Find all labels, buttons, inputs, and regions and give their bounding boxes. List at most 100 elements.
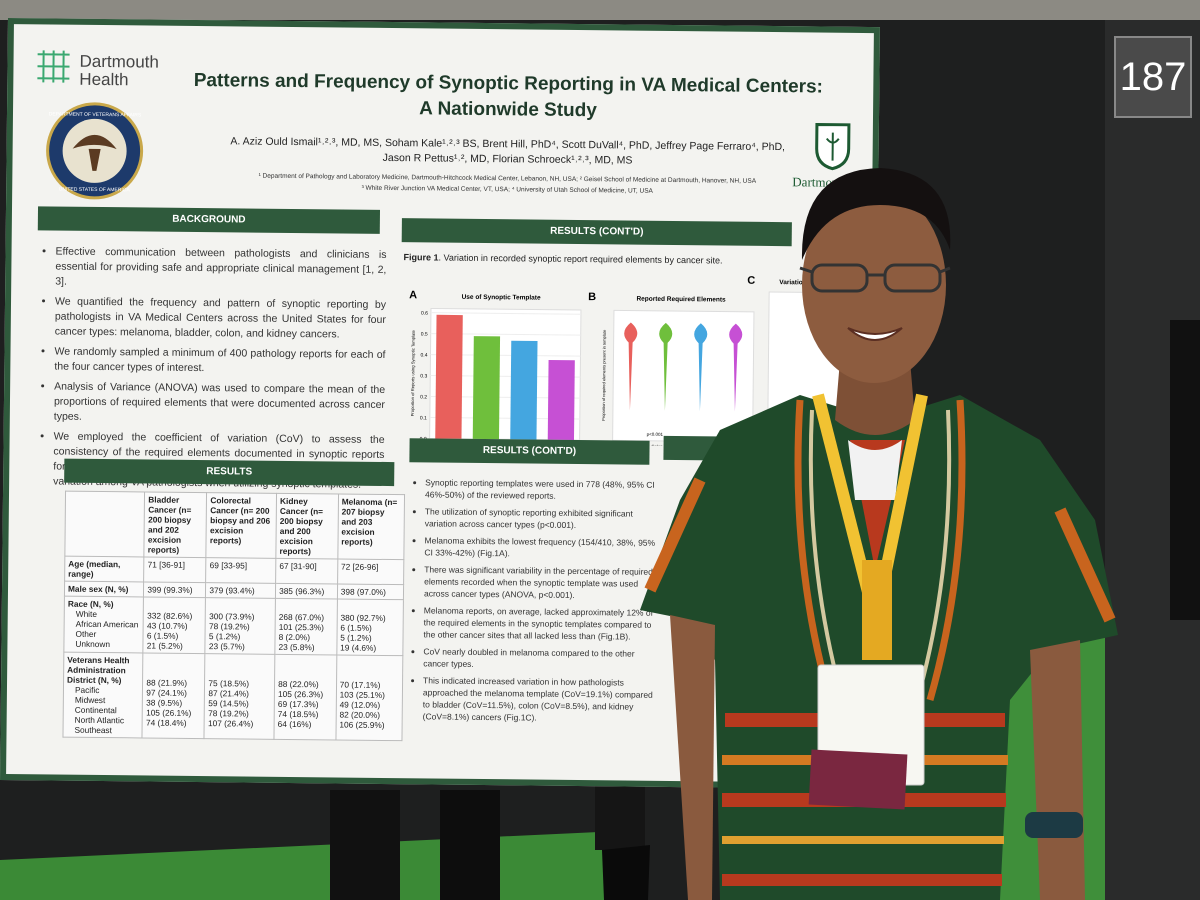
- section-heading: [663, 435, 784, 462]
- cell-spacer: [209, 656, 272, 679]
- visitor-leg: [330, 790, 400, 900]
- demographics-table: Bladder Cancer (n= 200 biopsy and 202 ex…: [62, 491, 405, 742]
- cell-line: 74 (18.5%): [277, 708, 319, 720]
- logo: Dartmouth Health: [33, 46, 194, 98]
- visitor-leg: [440, 790, 500, 900]
- cell-line: 300 (73.9%): [209, 611, 255, 622]
- cell-line: 67 [31-90]: [279, 560, 317, 572]
- bullet: Analysis of Variance (ANOVA) was used to…: [54, 380, 385, 428]
- bar: [472, 336, 501, 440]
- bullet-list: Synoptic reporting templates were used i…: [409, 476, 662, 725]
- y-tick-label: 0.3: [420, 373, 427, 379]
- panel-note: p<0.001: [647, 432, 664, 437]
- table-cell: Age (median, range): [64, 556, 145, 582]
- cell-line: 105 (26.1%): [146, 707, 192, 718]
- cell-line: 23 (5.8%): [278, 641, 315, 653]
- cell-line: 97 (24.1%): [146, 687, 187, 698]
- y-tick-label: 0.1: [420, 415, 427, 421]
- cell-line: Unknown: [75, 638, 111, 650]
- table-header: Melanoma (n= 207 biopsy and 203 excision…: [337, 493, 405, 560]
- cell-spacer: [340, 658, 399, 681]
- dartmouth-shield: [815, 122, 851, 171]
- table-cell: 88 (21.9%) 97 (24.1%) 38 (9.5%) 105 (26.1%)…: [142, 652, 206, 739]
- y-tick-label: 0.2: [420, 394, 427, 400]
- y-tick-label: 0.6: [421, 311, 428, 317]
- cell-line: 49 (12.0%): [339, 699, 381, 710]
- table-cell: 67 [31-90]: [275, 558, 338, 584]
- table-cell: 75 (18.5%) 87 (21.4%) 59 (14.5%) 78 (19.2%)…: [204, 653, 275, 740]
- table-cell: 70 (17.1%) 103 (25.1%) 49 (12.0%) 82 (20.0%…: [335, 654, 403, 741]
- table-row: Age (median, range) 71 [36-91] 69 [33-95] 6…: [64, 556, 404, 585]
- cell-line: 78 (19.2%): [209, 621, 250, 632]
- bullet-list: Effective communication between patholog…: [39, 244, 387, 493]
- table-wrap: Bladder Cancer (n= 200 biopsy and 202 ex…: [62, 491, 405, 742]
- bar: [547, 360, 575, 440]
- bullet: We quantified the frequency and pattern …: [55, 295, 386, 343]
- cell-line: 19 (4.6%): [340, 642, 377, 653]
- panel-letter: B: [588, 291, 596, 303]
- cell-line: 268 (67.0%): [278, 611, 325, 623]
- table-cell: 69 [33-95]: [206, 557, 276, 584]
- panel-letter: C: [747, 275, 755, 287]
- cell-line: 385 (96.3%): [279, 585, 325, 597]
- table-cell: 332 (82.6%) 43 (10.7%) 6 (1.5%) 21 (5.2%): [143, 596, 206, 654]
- results-list: Synoptic reporting templates were used i…: [409, 476, 662, 730]
- cell-line: 70 (17.1%): [339, 679, 381, 690]
- section-heading: RESULTS (CONT'D): [409, 438, 650, 465]
- section-heading: RESULTS (CONT'D): [401, 218, 792, 247]
- table-cell: 399 (99.3%): [143, 581, 207, 598]
- table-row: Veterans Health Administration District …: [62, 652, 403, 741]
- cell-line: 5 (1.2%): [208, 631, 241, 642]
- cell-line: 82 (20.0%): [339, 709, 381, 720]
- cell-spacer: [147, 599, 202, 611]
- table-cell: 385 (96.3%): [275, 583, 338, 599]
- violin: [729, 323, 743, 412]
- cell-line: Male sex (N, %): [67, 583, 129, 595]
- shield-mark: [825, 132, 840, 161]
- cell-line: 107 (26.4%): [207, 718, 254, 729]
- table-cell: Veterans Health Administration District …: [62, 652, 144, 738]
- cell-spacer: [146, 655, 201, 678]
- poster-title: Patterns and Frequency of Synoptic Repor…: [163, 68, 854, 127]
- figure-caption: Figure 1. Variation in recorded synoptic…: [403, 252, 722, 265]
- table-cell: 72 [26-96]: [337, 558, 404, 585]
- section-heading: BACKGROUND: [37, 206, 381, 234]
- cell-line: 43 (10.7%): [146, 620, 188, 631]
- grid-line: [430, 312, 581, 315]
- caption-text: . Variation in recorded synoptic report …: [438, 252, 723, 266]
- panel-letter: A: [409, 289, 417, 301]
- bullet: CoV nearly doubled in melanoma compared …: [423, 645, 659, 671]
- cell-line: Veterans Health Administration District …: [67, 654, 130, 686]
- affiliations: ¹ Department of Pathology and Laboratory…: [162, 170, 852, 199]
- bullet: Effective communication between patholog…: [55, 245, 386, 293]
- ceiling: [0, 0, 1200, 20]
- bullet: The utilization of synoptic reporting ex…: [425, 505, 661, 531]
- cell-line: 380 (92.7%): [340, 612, 386, 623]
- cell-line: 6 (1.5%): [340, 622, 372, 633]
- cell-line: 75 (18.5%): [208, 678, 250, 689]
- violin: [694, 323, 708, 412]
- shoe: [602, 845, 650, 900]
- cell-line: 87 (21.4%): [208, 688, 250, 699]
- cell-line: 74 (18.4%): [145, 717, 187, 728]
- bar: [510, 340, 538, 440]
- cell-spacer: [341, 602, 400, 614]
- panel-b: B Reported Required Elements Proportion of…: [588, 291, 755, 447]
- bullet: There was significant variability in the…: [424, 563, 660, 601]
- table-cell: 379 (93.4%): [205, 582, 276, 599]
- cell-line: 101 (25.3%): [278, 621, 324, 633]
- booth-number: 187: [1114, 36, 1192, 118]
- cell-line: 105 (26.3%): [277, 688, 324, 700]
- cell-line: 21 (5.2%): [146, 640, 183, 651]
- cell-spacer: [278, 657, 333, 680]
- table-cell: 300 (73.9%) 78 (19.2%) 5 (1.2%) 23 (5.7%): [205, 597, 276, 655]
- panel-title: Variation: [779, 279, 807, 286]
- panel-a: A Use of Synoptic Template Proportion of R…: [409, 289, 582, 445]
- chart-title: Use of Synoptic Template: [462, 294, 541, 302]
- bullet: Melanoma exhibits the lowest frequency (…: [424, 534, 660, 560]
- y-axis-label: Proportion of Reports using Synoptic Tem…: [410, 329, 416, 416]
- cell-line: 59 (14.5%): [208, 698, 249, 709]
- violin: [659, 322, 673, 411]
- cell-line: 88 (22.0%): [278, 678, 319, 690]
- cell-line: 6 (1.5%): [146, 630, 179, 641]
